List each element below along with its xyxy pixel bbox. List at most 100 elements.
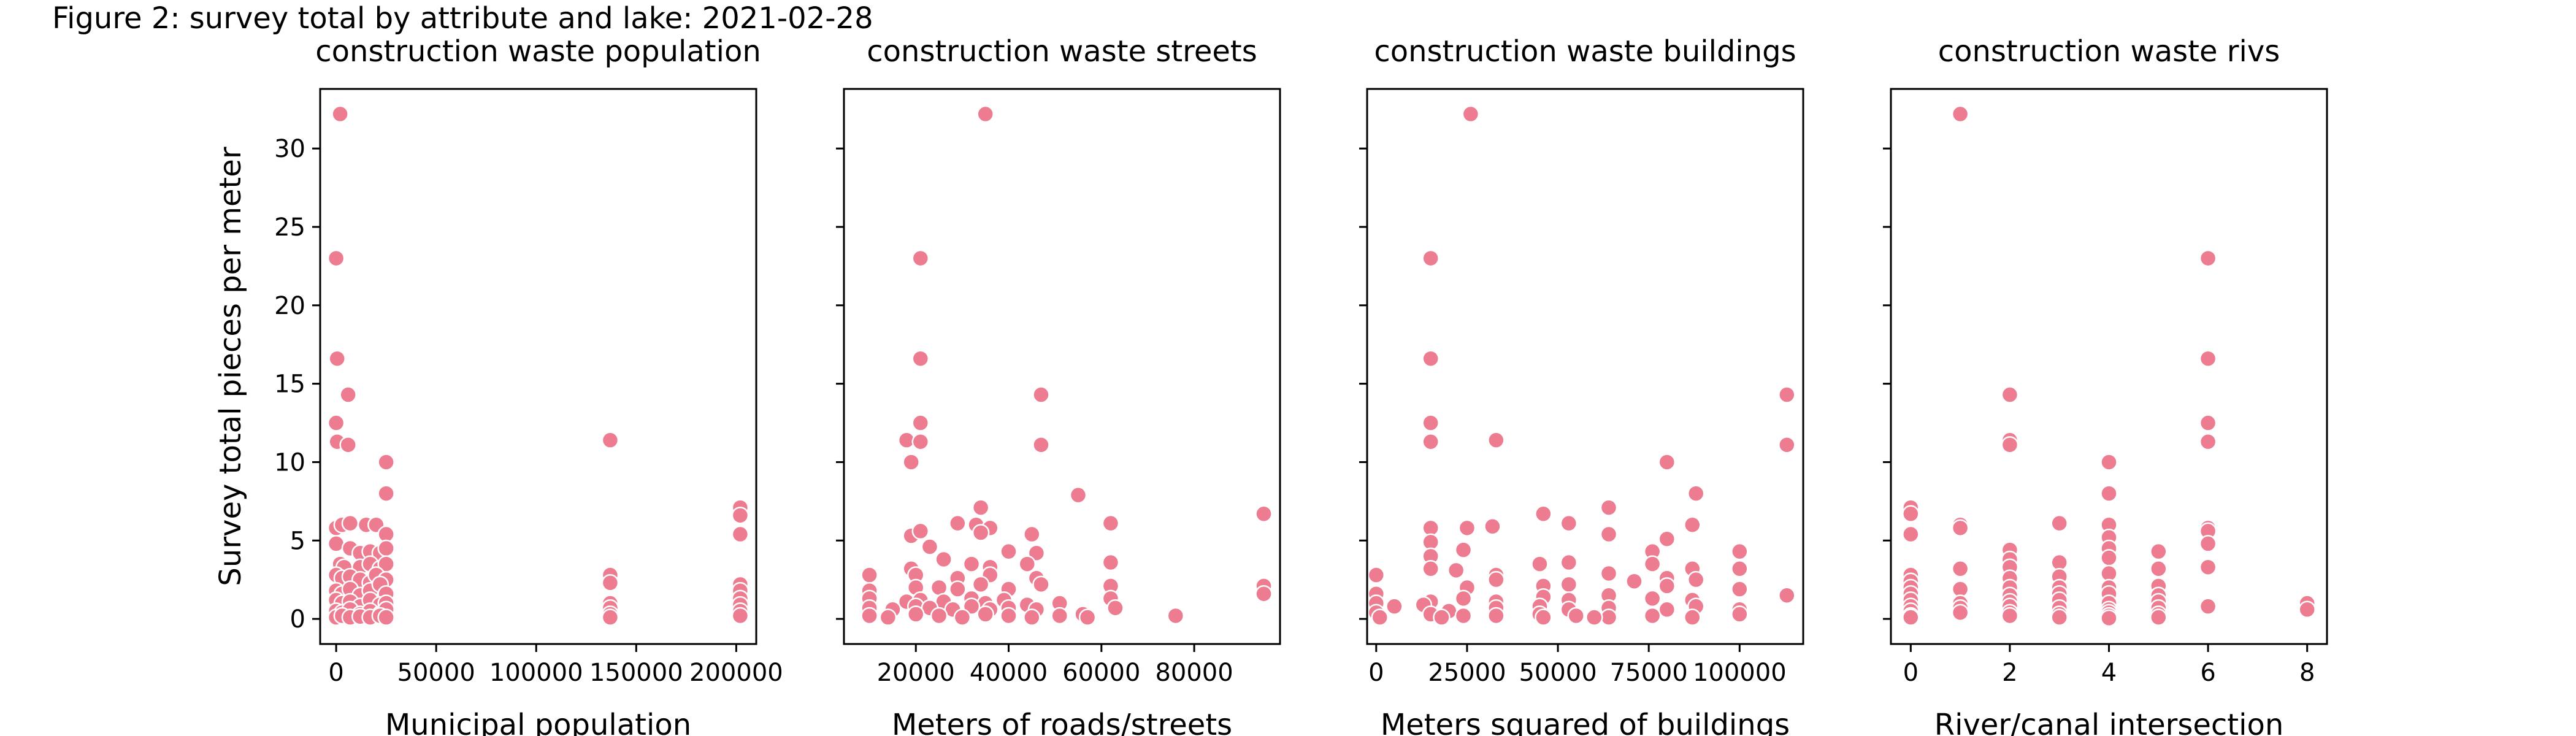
data-point [1687,570,1705,589]
data-point [1625,572,1643,590]
data-point [2199,597,2217,615]
data-point [1731,560,1749,578]
x-tick-label: 6 [2200,659,2215,687]
data-point [911,432,930,451]
data-point [976,105,994,123]
data-point [1684,608,1701,626]
data-point [2050,608,2068,626]
data-point [327,414,345,432]
data-point [1902,608,1920,626]
data-point [1371,608,1389,626]
data-point [1902,505,1920,523]
scatter-panel-4: 0 2 4 6 8 construction waste rivs River/canal … [1883,34,2328,736]
panel-title: construction waste rivs [1938,34,2280,69]
data-point [1643,589,1662,608]
x-tick-label: 0 [328,659,343,687]
data-point [2150,608,2168,626]
data-point [2199,558,2217,576]
data-point [328,350,346,367]
data-point [1102,514,1120,532]
data-point [1032,386,1050,404]
data-point [377,608,395,626]
data-point [1560,553,1578,572]
data-point [1458,519,1476,537]
data-point [1422,432,1439,451]
data-point [1487,431,1505,449]
data-point [1454,541,1473,559]
y-tick-label: 20 [274,292,305,320]
data-point [1484,518,1501,535]
data-point [1487,570,1505,589]
data-point [1102,553,1120,572]
data-point [1643,607,1662,625]
panel-title: construction waste streets [867,34,1257,69]
data-point [1167,607,1185,625]
figure-title: Figure 2: survey total by attribute and … [52,1,873,36]
x-tick-label: 2 [2002,659,2017,687]
data-point [1684,516,1701,534]
data-point [1658,600,1676,619]
x-tick-label: 200000 [689,659,783,687]
data-point [1032,436,1050,454]
data-point [1778,586,1796,604]
data-point [1462,105,1480,123]
data-point [1032,575,1050,594]
data-point [1023,525,1041,543]
data-point [2150,560,2168,578]
data-point [2199,414,2217,432]
data-point [911,414,930,432]
x-tick-label: 60000 [1062,659,1140,687]
scatter-panel-1: 0 5 10 15 20 25 30 0 50000 100000 150000 200000 cons… [213,34,783,736]
data-point [1018,555,1037,573]
data-point [1687,485,1705,502]
x-tick-label: 0 [1368,659,1384,687]
data-point [1422,249,1439,267]
x-tick-label: 150000 [589,659,683,687]
data-point [1447,561,1465,580]
data-point [902,453,920,471]
data-point [2050,514,2068,532]
data-point [1454,607,1473,625]
data-point [327,249,345,267]
x-tick-label: 0 [1903,659,1919,687]
data-points [1902,105,2316,627]
data-point [1658,453,1676,471]
data-point [1106,599,1124,617]
y-tick-label: 30 [274,135,305,163]
data-point [2001,386,2019,404]
data-point [1255,585,1273,603]
data-point [1535,608,1552,626]
data-point [1560,575,1578,594]
data-point [861,566,878,584]
data-point [2199,432,2217,451]
data-point [1255,505,1273,523]
data-point [339,386,357,404]
scatter-panel-3: 0 25000 50000 75000 100000 construction waste… [1359,34,1804,736]
data-point [1560,514,1578,532]
x-axis-label: River/canal intersection [1934,708,2283,736]
x-tick-label: 80000 [1155,659,1233,687]
data-point [1567,607,1585,625]
x-tick-label: 40000 [970,659,1048,687]
data-point [1027,544,1046,562]
data-point [935,550,953,569]
data-point [930,607,948,625]
data-point [2001,607,2019,625]
x-tick-label: 100000 [489,659,583,687]
y-tick-label: 5 [290,527,305,555]
data-point [601,431,619,449]
data-point [1386,597,1403,615]
data-point [601,608,619,626]
data-point [972,499,990,516]
data-point [1658,577,1676,595]
y-tick-label: 15 [274,370,305,399]
plot-frame [1366,88,1804,645]
data-point [1000,542,1018,561]
data-point [1778,386,1796,404]
data-points [327,105,749,626]
data-point [911,350,930,367]
data-point [972,575,990,594]
x-axis-label: Municipal population [385,708,691,736]
data-point [2100,609,2118,627]
data-point [341,514,359,532]
